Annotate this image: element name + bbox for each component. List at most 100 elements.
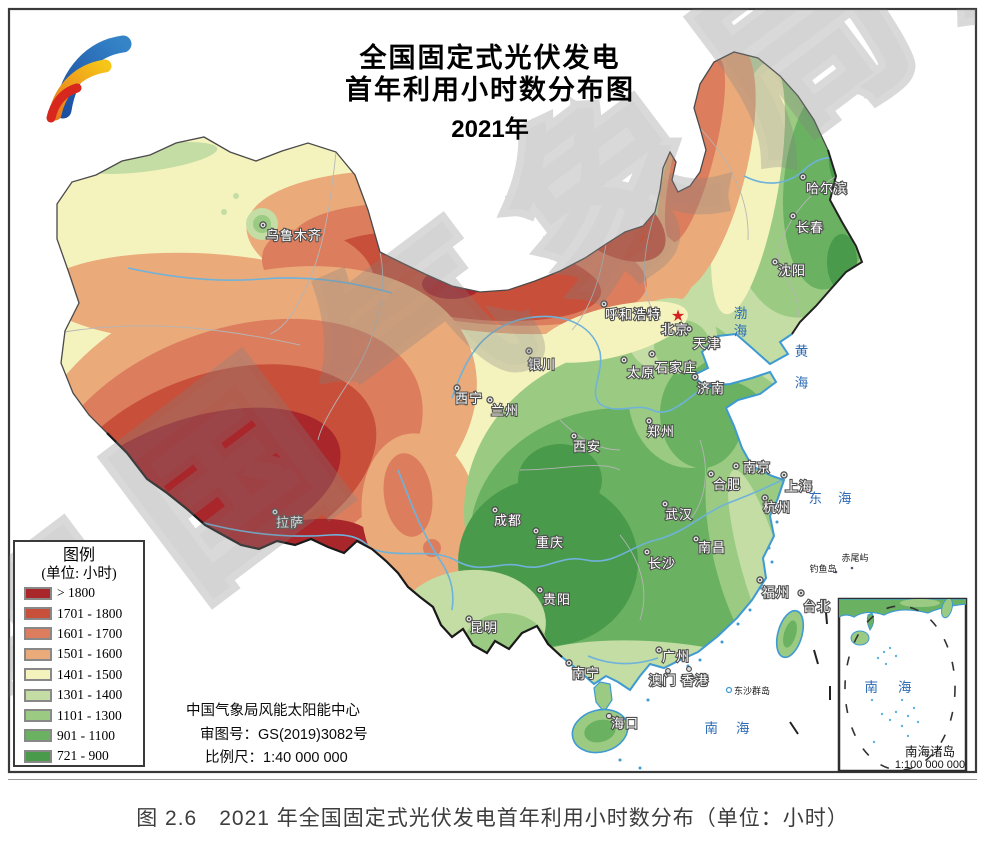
city-markers: 乌鲁木齐 哈尔滨 长春 沈阳 呼和浩特 ★北京 天津 石家庄 太原 济南 银川 …	[259, 173, 848, 732]
svg-text:南宁: 南宁	[572, 666, 600, 681]
inset-frame	[837, 597, 968, 773]
map-title: 全国固定式光伏发电 首年利用小时数分布图 2021年	[290, 42, 690, 144]
svg-text:济南: 济南	[697, 381, 725, 396]
city-hefei: 合肥	[707, 470, 741, 493]
inset-islets	[870, 646, 920, 744]
svg-text:呼和浩特: 呼和浩特	[605, 307, 661, 322]
city-haikou: 海口	[605, 712, 639, 732]
svg-text:重庆: 重庆	[536, 535, 564, 550]
svg-text:长沙: 长沙	[648, 556, 676, 571]
svg-text:天津: 天津	[693, 336, 721, 351]
figure-separator	[8, 779, 977, 780]
source-scale: 比例尺：1:40 000 000	[205, 750, 348, 766]
south-china-sea-inset: 南海 南海诸岛 1:100 000 000	[837, 597, 968, 773]
legend-row: 721 - 900	[15, 746, 143, 766]
city-urumqi: 乌鲁木齐	[259, 221, 322, 244]
svg-text:沈阳: 沈阳	[778, 263, 806, 278]
inset-sea-label: 南海	[865, 680, 932, 695]
city-guangzhou: 广州	[655, 646, 690, 665]
city-nanchang: 南昌	[692, 535, 726, 556]
legend-swatch	[24, 749, 52, 763]
legend-swatch	[24, 586, 52, 600]
svg-text:太原: 太原	[627, 365, 655, 380]
svg-text:长春: 长春	[796, 220, 824, 235]
city-wuhan: 武汉	[661, 500, 693, 523]
svg-text:昆明: 昆明	[470, 620, 498, 635]
source-block: 中国气象局风能太阳能中心 审图号：GS(2019)3082号 比例尺：1:40 …	[186, 700, 368, 771]
city-nanning: 南宁	[565, 659, 600, 682]
legend-row: 1101 - 1300	[15, 705, 143, 725]
legend-row: 1301 - 1400	[15, 685, 143, 705]
svg-text:西宁: 西宁	[455, 391, 483, 406]
city-jinan: 济南	[691, 373, 725, 397]
svg-text:海口: 海口	[611, 716, 639, 731]
legend-row: 901 - 1100	[15, 726, 143, 746]
city-changchun: 长春	[789, 212, 824, 236]
legend-swatch	[24, 607, 52, 621]
island-label-chiweiyu: 赤尾屿	[841, 553, 868, 563]
legend-row: 1701 - 1800	[15, 603, 143, 623]
sea-label-bohai: 渤海	[732, 306, 748, 341]
city-macau-hongkong: 澳门 香港	[648, 666, 709, 689]
svg-text:澳门 香港: 澳门 香港	[649, 673, 709, 688]
legend-title: 图例	[62, 547, 95, 564]
city-guiyang: 贵阳	[536, 586, 571, 608]
figure-caption: 图 2.6 2021 年全国固定式光伏发电首年利用小时数分布（单位：小时）	[136, 807, 849, 830]
source-org: 中国气象局风能太阳能中心	[186, 703, 360, 719]
legend-row: 1401 - 1500	[15, 665, 143, 685]
svg-text:西安: 西安	[573, 439, 601, 454]
title-line2: 首年利用小时数分布图	[345, 75, 635, 105]
legend-swatch	[24, 627, 52, 641]
cma-logo	[46, 35, 132, 123]
legend: 图例 (单位: 小时) > 1800 1701 - 1800 1601 - 17…	[13, 540, 145, 767]
southwest-border	[106, 432, 563, 658]
svg-text:合肥: 合肥	[713, 477, 741, 492]
svg-text:郑州: 郑州	[647, 424, 675, 439]
sea-label-donghai: 东海	[809, 491, 868, 506]
city-shanghai: 上海	[780, 471, 813, 495]
legend-swatch	[24, 647, 52, 661]
source-approval-number: 审图号：GS(2019)3082号	[200, 726, 368, 743]
northeast-border	[791, 149, 864, 335]
city-shenyang: 沈阳	[771, 258, 806, 279]
sea-label-nanhai: 南海	[705, 721, 768, 736]
svg-text:乌鲁木齐: 乌鲁木齐	[266, 228, 322, 243]
city-beijing: ★北京	[660, 308, 689, 338]
city-shijiazhuang: 石家庄	[648, 350, 697, 376]
city-fuzhou: 福州	[756, 576, 790, 601]
city-lanzhou: 兰州	[486, 396, 519, 419]
svg-text:台北: 台北	[803, 599, 831, 614]
svg-text:贵阳: 贵阳	[543, 592, 571, 607]
city-taipei: 台北	[797, 589, 831, 615]
legend-row: 1501 - 1600	[15, 644, 143, 664]
city-xian: 西安	[570, 432, 601, 455]
capital-star-marker: ★	[671, 308, 685, 325]
legend-subtitle: (单位: 小时)	[41, 566, 117, 582]
svg-text:福州: 福州	[762, 585, 790, 600]
svg-text:杭州: 杭州	[763, 500, 791, 515]
city-taiyuan: 太原	[620, 356, 655, 381]
svg-text:拉萨: 拉萨	[276, 515, 304, 530]
svg-text:广州: 广州	[662, 649, 690, 664]
city-kunming: 昆明	[465, 615, 498, 636]
title-year: 2021年	[451, 116, 529, 143]
svg-text:哈尔滨: 哈尔滨	[806, 181, 848, 196]
coastline	[561, 332, 793, 692]
city-harbin: 哈尔滨	[799, 173, 848, 197]
city-chongqing: 重庆	[532, 527, 564, 551]
legend-swatch	[24, 729, 52, 743]
city-yinchuan: 银川	[525, 347, 556, 373]
legend-swatch	[24, 709, 52, 723]
svg-text:南京: 南京	[743, 460, 771, 475]
city-hohhot: 呼和浩特	[600, 300, 661, 323]
map-neatline	[7, 7, 978, 774]
dash-line-segments	[789, 611, 831, 735]
city-changsha: 长沙	[643, 548, 676, 572]
islands	[571, 500, 854, 770]
svg-text:成都: 成都	[494, 513, 522, 528]
island-label-dongsha: 东沙群岛	[734, 685, 770, 696]
legend-row: 1601 - 1700	[15, 624, 143, 644]
city-nanjing: 南京	[732, 459, 771, 476]
